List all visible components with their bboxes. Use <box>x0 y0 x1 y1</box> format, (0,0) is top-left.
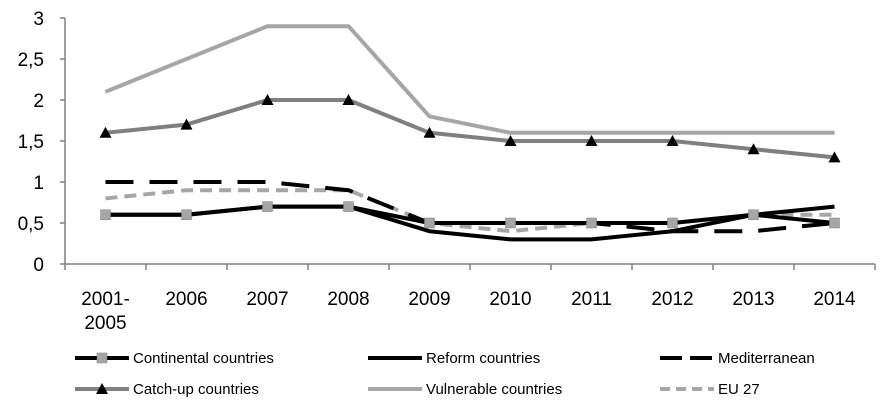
data-point-marker <box>829 217 840 229</box>
data-point-marker <box>748 209 759 221</box>
legend-label: Mediterranean <box>718 350 815 367</box>
y-tick-label: 1,5 <box>18 132 44 153</box>
series-line-continental-countries <box>105 204 835 225</box>
series-catch-up-countries <box>99 94 841 163</box>
legend-item-vulnerable-countries: Vulnerable countries <box>368 381 562 398</box>
data-point-marker <box>828 151 841 163</box>
legend-label: Catch-up countries <box>133 381 259 398</box>
legend-label: Reform countries <box>426 350 540 367</box>
legend-item-catch-up-countries: Catch-up countries <box>75 381 259 398</box>
y-tick-label: 3 <box>33 9 44 30</box>
data-point-marker <box>261 94 274 105</box>
data-point-marker <box>504 135 517 146</box>
data-point-marker <box>100 209 111 221</box>
data-point-marker <box>424 217 435 229</box>
data-point-marker <box>667 217 678 229</box>
y-tick-label: 2 <box>33 91 44 112</box>
legend-marker <box>96 383 108 394</box>
y-ticks: 0 0,5 1 1,5 2 2,5 3 <box>18 9 65 276</box>
x-ticks: 2001-2005 2006 2007 2008 2009 2010 2011 2012 201… <box>64 264 876 334</box>
data-point-marker <box>343 201 354 212</box>
legend-item-continental-countries: Continental countries <box>75 350 274 367</box>
data-point-marker <box>423 126 436 138</box>
data-point-marker <box>505 217 516 229</box>
legend-label: Continental countries <box>133 350 274 367</box>
legend-item-mediterranean: Mediterranean <box>660 350 815 367</box>
legend-item-eu-27: EU 27 <box>660 381 760 398</box>
x-tick-label: 2001-2005 <box>81 289 130 334</box>
legend-label: Vulnerable countries <box>426 381 562 398</box>
series-line-catch-up-countries <box>105 98 835 160</box>
data-point-marker <box>747 143 760 155</box>
x-tick-label: 2007 <box>246 289 288 310</box>
legend-item-reform-countries: Reform countries <box>368 350 540 367</box>
legend-marker <box>96 352 108 364</box>
data-point-marker <box>180 118 193 130</box>
y-tick-label: 1 <box>33 173 44 194</box>
y-tick-label: 0 <box>33 255 44 276</box>
series-line-vulnerable-countries <box>104 24 835 135</box>
x-tick-label: 2014 <box>813 289 856 310</box>
x-tick-label: 2012 <box>651 289 693 310</box>
data-point-marker <box>586 217 597 229</box>
data-point-marker <box>342 94 355 105</box>
data-point-marker <box>99 126 112 138</box>
y-tick-label: 2,5 <box>18 50 44 71</box>
x-tick-label: 2013 <box>732 289 774 310</box>
data-point-marker <box>181 209 192 221</box>
data-point-marker <box>585 135 598 146</box>
series-vulnerable-countries <box>104 24 835 135</box>
x-tick-label: 2011 <box>571 289 612 310</box>
data-point-marker <box>666 135 679 146</box>
x-tick-label: 2008 <box>327 289 369 310</box>
x-tick-label: 2006 <box>165 289 207 310</box>
y-tick-label: 0,5 <box>18 214 44 235</box>
series-layer <box>99 24 841 242</box>
series-continental-countries <box>100 201 840 229</box>
x-tick-label: 2009 <box>408 289 450 310</box>
legend: Continental countries Reform countries Med… <box>75 350 815 398</box>
data-point-marker <box>262 201 273 212</box>
legend-label: EU 27 <box>718 381 760 398</box>
x-tick-label: 2010 <box>489 289 531 310</box>
